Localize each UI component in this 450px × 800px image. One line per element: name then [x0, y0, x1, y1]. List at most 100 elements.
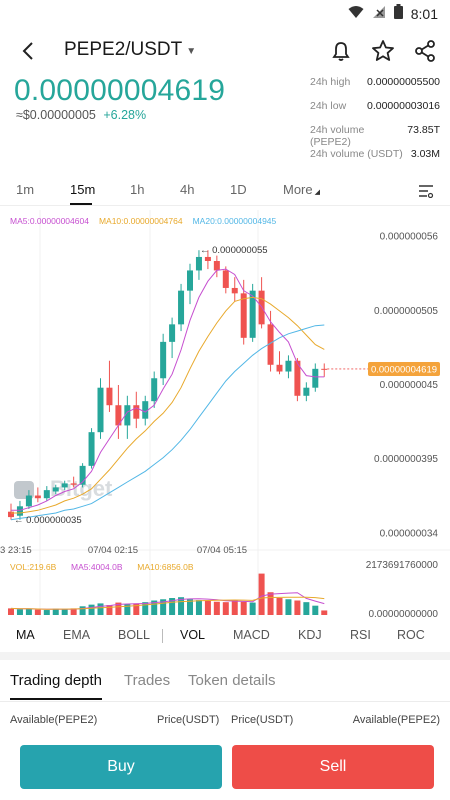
- timeframe-4h[interactable]: 4h: [180, 182, 195, 197]
- indicator-rsi[interactable]: RSI: [350, 628, 371, 642]
- candle-body: [267, 324, 274, 365]
- pair-selector[interactable]: PEPE2/USDT ▼: [64, 39, 196, 61]
- ma10-legend: MA10:0.00000004764: [98, 216, 183, 226]
- volume-zero-label: 0.00000000000: [368, 609, 438, 620]
- candle-body: [240, 293, 247, 338]
- indicator-macd[interactable]: MACD: [233, 628, 270, 642]
- stat-label: 24h low: [310, 100, 347, 112]
- candle-body: [25, 495, 32, 507]
- candle-body: [276, 364, 283, 372]
- candle-body: [88, 432, 95, 466]
- candle-body: [124, 405, 131, 426]
- volume-bar: [178, 597, 185, 615]
- volume-bar: [142, 602, 149, 615]
- volume-bar: [151, 600, 158, 615]
- more-label: More: [283, 182, 313, 197]
- timeframe-1m[interactable]: 1m: [16, 182, 35, 197]
- low-annotation: ← 0.000000035: [14, 515, 82, 526]
- candle-body: [79, 465, 86, 485]
- buy-button[interactable]: Buy: [20, 745, 222, 789]
- active-timeframe-underline: [70, 203, 92, 205]
- back-arrow-icon[interactable]: [16, 38, 42, 64]
- candle-body: [312, 368, 319, 388]
- volume-bar: [160, 599, 167, 615]
- star-icon[interactable]: [370, 38, 396, 64]
- candle-body: [151, 378, 158, 402]
- volume-bar: [52, 608, 59, 615]
- timeframe-15m[interactable]: 15m: [70, 182, 96, 197]
- volume-bar: [249, 602, 256, 615]
- indicator-kdj[interactable]: KDJ: [298, 628, 322, 642]
- candle-body: [222, 270, 229, 288]
- candle-body: [231, 287, 238, 294]
- ma20-legend: MA20:0.00000004945: [192, 216, 277, 226]
- indicator-boll[interactable]: BOLL: [118, 628, 150, 642]
- volume-bar: [133, 603, 140, 615]
- caret-icon: ◢: [314, 189, 321, 196]
- indicator-ma[interactable]: MA: [16, 628, 35, 642]
- candle-body: [70, 483, 77, 485]
- timeframe-1h[interactable]: 1h: [130, 182, 145, 197]
- volume-bar: [25, 608, 32, 615]
- y-axis-label: 0.000000056: [380, 232, 439, 243]
- timeframe-1d[interactable]: 1D: [230, 182, 247, 197]
- depth-col-available-ask: Available(PEPE2): [352, 714, 440, 726]
- y-axis-label: 0.0000000505: [374, 306, 438, 317]
- bell-icon[interactable]: [328, 38, 354, 64]
- volume-bar: [258, 573, 265, 615]
- volume-bar: [204, 600, 211, 615]
- candle-body: [34, 495, 41, 499]
- indicator-ema[interactable]: EMA: [63, 628, 91, 642]
- candle-body: [321, 368, 328, 370]
- candle-body: [294, 360, 301, 396]
- stat-row: 24h high 0.00000005500: [310, 76, 440, 100]
- volume-bar: [187, 599, 193, 615]
- indicator-roc[interactable]: ROC: [397, 628, 425, 642]
- pair-title: PEPE2/USDT: [64, 39, 183, 60]
- candle-body: [160, 341, 167, 379]
- x-axis-label: 3 23:15: [0, 545, 32, 556]
- volume-bar: [285, 599, 292, 615]
- volume-bar: [276, 598, 283, 615]
- volume-bar: [222, 602, 229, 615]
- section-tabs: Trading depth Trades Token details: [0, 668, 450, 702]
- stat-row: 24h volume (USDT) 3.03M: [310, 148, 440, 172]
- chart-settings-icon[interactable]: [418, 184, 434, 199]
- chart-canvas[interactable]: Bitget0.0000000560.00000005050.000000045…: [0, 210, 450, 620]
- depth-col-price-ask: Price(USDT): [231, 714, 294, 726]
- volume-bar: [115, 602, 122, 615]
- depth-header: Available(PEPE2) Price(USDT) Price(USDT)…: [0, 714, 450, 730]
- candle-body: [97, 387, 104, 433]
- candle-body: [213, 261, 220, 271]
- ma-line-ma20: [10, 324, 325, 521]
- tab-trades[interactable]: Trades: [124, 672, 171, 689]
- tab-trading-depth[interactable]: Trading depth: [10, 672, 103, 689]
- candle-body: [52, 487, 59, 492]
- candle-body: [142, 401, 149, 419]
- indicator-divider: [162, 629, 163, 643]
- volume-bar: [267, 592, 274, 615]
- timeframe-bar: 1m 15m 1h 4h 1D More ◢: [0, 176, 450, 206]
- depth-col-available-bid: Available(PEPE2): [10, 714, 98, 726]
- x-axis-label: 07/04 05:15: [197, 545, 247, 556]
- section-divider: [0, 652, 450, 660]
- status-bar: 8:01: [0, 0, 450, 28]
- share-icon[interactable]: [412, 38, 438, 64]
- candle-body: [303, 387, 310, 396]
- indicator-vol[interactable]: VOL: [180, 628, 206, 642]
- caret-down-icon: ▼: [186, 45, 197, 57]
- candle-body: [16, 506, 23, 516]
- active-tab-underline: [10, 698, 102, 700]
- price-chart[interactable]: Bitget 0.000000056 0.0000000505 0.000000045…: [0, 210, 450, 620]
- volume-bar: [79, 606, 86, 615]
- tab-token-details[interactable]: Token details: [188, 672, 276, 689]
- volume-bar: [70, 608, 77, 615]
- volume-bar: [312, 605, 319, 615]
- no-signal-icon: [372, 5, 386, 24]
- y-axis-label: 0.000000045: [380, 380, 439, 391]
- current-price-tag: [368, 361, 440, 376]
- sell-button[interactable]: Sell: [232, 745, 434, 789]
- candle-body: [115, 405, 122, 426]
- volume-bar: [124, 604, 131, 615]
- timeframe-more[interactable]: More ◢: [283, 182, 320, 197]
